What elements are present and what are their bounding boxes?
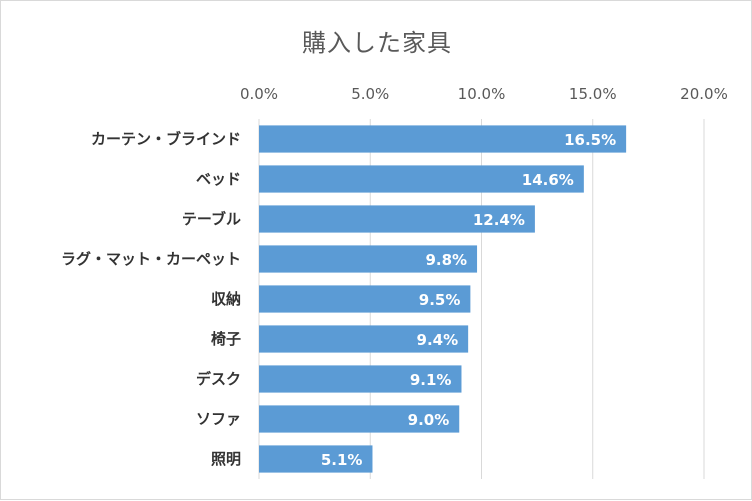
bars <box>259 125 627 473</box>
category-label: 収納 <box>211 290 241 308</box>
category-label: 椅子 <box>211 330 241 348</box>
bar <box>259 125 627 153</box>
bar <box>259 325 469 353</box>
data-label: 16.5% <box>564 131 616 149</box>
x-tick-label: 20.0% <box>680 85 728 103</box>
x-tick-label: 5.0% <box>351 85 389 103</box>
bar <box>259 205 535 233</box>
bar <box>259 245 478 273</box>
category-label: ソファ <box>196 410 241 428</box>
bar <box>259 165 584 193</box>
data-label: 9.0% <box>408 411 450 429</box>
data-label: 14.6% <box>522 171 574 189</box>
category-labels: カーテン・ブラインドベッドテーブルラグ・マット・カーペット収納椅子デスクソファ照… <box>61 130 241 468</box>
bar <box>259 445 373 473</box>
bar <box>259 405 460 433</box>
bar <box>259 285 471 313</box>
data-labels: 16.5% 14.6% 12.4% 9.8% 9.5% 9.4% 9.1% 9.0% 5.1% <box>321 131 616 469</box>
x-axis-ticks: 0.0% 5.0% 10.0% 15.0% 20.0% <box>240 85 728 103</box>
x-tick-label: 0.0% <box>240 85 278 103</box>
x-tick-label: 15.0% <box>569 85 617 103</box>
data-label: 9.4% <box>417 331 459 349</box>
category-label: デスク <box>196 370 241 388</box>
x-tick-label: 10.0% <box>458 85 506 103</box>
bar <box>259 365 462 393</box>
category-label: ベッド <box>196 170 241 188</box>
data-label: 9.1% <box>410 371 452 389</box>
category-label: ラグ・マット・カーペット <box>61 250 241 268</box>
data-label: 9.8% <box>425 251 467 269</box>
category-label: 照明 <box>211 450 241 468</box>
data-label: 12.4% <box>473 211 525 229</box>
data-label: 9.5% <box>419 291 461 309</box>
chart-title: 購入した家具 <box>302 29 452 57</box>
category-label: テーブル <box>182 210 241 228</box>
category-label: カーテン・ブラインド <box>91 130 241 148</box>
data-label: 5.1% <box>321 451 363 469</box>
